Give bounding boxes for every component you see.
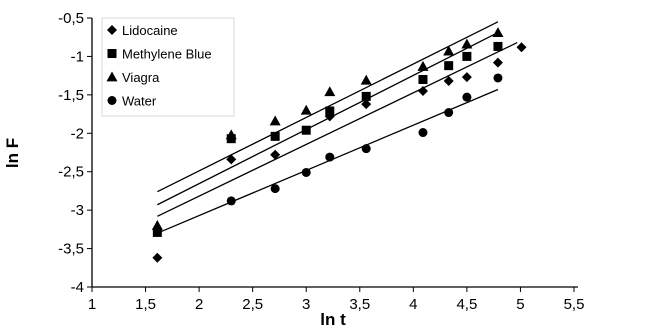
x-tick-label: 1 [88,296,96,313]
y-axis-title: ln F [3,138,22,168]
data-point-square [361,91,371,101]
y-tick-label: -3,5 [58,241,84,258]
data-point-diamond [417,86,428,97]
data-point-triangle [151,220,163,230]
x-tick-label: 2,5 [242,296,263,313]
data-point-diamond [152,252,163,263]
data-point-circle [462,92,472,102]
data-point-triangle [225,129,237,140]
data-point-square [325,106,335,116]
y-tick-label: -3 [71,202,84,219]
trendline-diamond [157,42,518,217]
x-tick-label: 3,5 [349,296,370,313]
data-point-diamond [361,99,372,110]
y-tick-label: -2 [71,125,84,142]
x-tick-label: 5,5 [564,296,585,313]
y-tick-label: -1 [71,48,84,65]
data-point-diamond [443,76,454,87]
legend-label: Methylene Blue [122,47,212,62]
data-point-circle [418,128,428,138]
data-point-circle [361,144,371,154]
legend-label: Water [122,94,157,109]
legend-marker-circle [107,96,117,105]
data-point-square [270,131,280,141]
data-point-circle [301,167,311,177]
data-point-triangle [300,104,312,115]
data-point-square [462,51,472,61]
trendline-circle [157,88,499,234]
legend-marker-square [107,49,117,58]
y-tick-label: -2,5 [58,164,84,181]
data-point-circle [270,184,280,194]
x-tick-label: 5 [516,296,524,313]
legend-label: Lidocaine [122,23,178,38]
data-point-square [418,74,428,84]
data-point-square [152,227,162,237]
data-point-triangle [461,38,473,49]
data-point-diamond [270,149,281,160]
data-point-diamond [461,72,472,83]
data-point-square [444,61,454,71]
x-tick-label: 2 [195,296,203,313]
legend-label: Viagra [122,70,160,85]
data-point-diamond [492,57,503,68]
legend-marker-triangle [106,71,118,82]
data-point-triangle [492,27,504,38]
x-tick-label: 4 [409,296,417,313]
data-point-triangle [324,86,336,97]
x-tick-label: 3 [302,296,310,313]
data-point-diamond [226,154,237,165]
data-point-triangle [417,60,429,71]
legend-box [101,17,235,117]
legend-marker-diamond [107,25,117,35]
data-point-circle [444,108,454,118]
data-point-triangle [269,115,281,126]
data-point-circle [226,196,236,206]
data-point-triangle [360,74,372,85]
data-point-square [493,41,503,51]
data-point-circle [493,73,503,83]
y-tick-label: -4 [71,279,84,296]
data-point-triangle [443,45,455,56]
x-axis-title: ln t [320,310,346,329]
y-tick-label: -1,5 [58,87,84,104]
data-point-circle [325,152,335,162]
data-point-diamond [516,42,527,53]
legend: Lidocaine Methylene Blue Viagra Water [101,17,235,117]
x-tick-label: 1,5 [135,296,156,313]
x-tick-label: 4,5 [456,296,477,313]
y-tick-label: -0,5 [58,10,84,27]
plot-area [151,21,527,263]
axes: -0,5 -1 -1,5 -2 -2,5 -3 -3,5 -41 1,5 2 2,5 3 3,5 4 4,5… [58,10,584,313]
data-point-square [301,125,311,135]
